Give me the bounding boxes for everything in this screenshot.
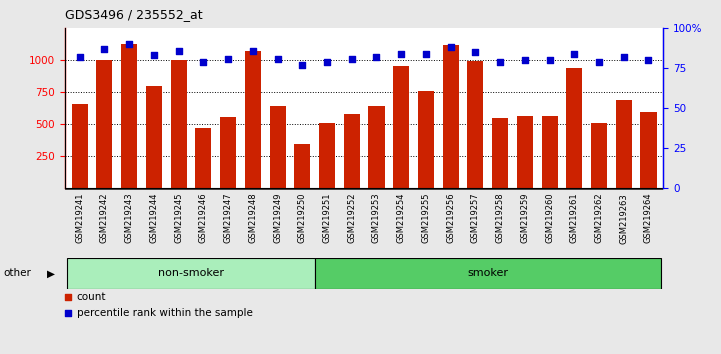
Bar [121,44,137,188]
Text: GSM219260: GSM219260 [545,193,554,244]
Bar [146,86,162,188]
Point [123,41,135,47]
Point [236,109,247,114]
Bar [97,59,112,188]
Point [222,56,234,62]
Text: percentile rank within the sample: percentile rank within the sample [77,308,253,318]
Text: non-smoker: non-smoker [158,268,224,279]
Text: GSM219254: GSM219254 [397,193,406,243]
Text: GSM219255: GSM219255 [422,193,430,243]
Bar [393,66,410,188]
Text: GSM219263: GSM219263 [619,193,628,244]
Text: GSM219250: GSM219250 [298,193,306,243]
Bar [67,258,314,289]
Point [74,54,86,60]
Text: smoker: smoker [467,268,508,279]
Text: GSM219251: GSM219251 [322,193,332,243]
Text: ▶: ▶ [47,268,55,279]
Point [296,62,308,68]
Text: GSM219248: GSM219248 [248,193,257,244]
Bar [616,100,632,188]
Point [346,56,358,62]
Point [198,59,209,65]
Bar [314,258,661,289]
Bar [467,61,483,188]
Text: GSM219252: GSM219252 [348,193,356,243]
Point [272,56,283,62]
Point [371,54,382,60]
Text: GSM219243: GSM219243 [125,193,133,244]
Point [642,57,654,63]
Bar [492,118,508,188]
Text: GSM219253: GSM219253 [372,193,381,244]
Bar [443,45,459,188]
Text: GSM219244: GSM219244 [149,193,159,243]
Point [322,59,333,65]
Text: GSM219262: GSM219262 [595,193,603,244]
Text: GSM219257: GSM219257 [471,193,480,244]
Bar [294,144,310,188]
Point [395,51,407,57]
Text: GSM219245: GSM219245 [174,193,183,243]
Point [618,54,629,60]
Text: GSM219242: GSM219242 [100,193,109,243]
Point [544,57,555,63]
Bar [71,103,88,188]
Bar [368,106,384,188]
Point [593,59,605,65]
Text: GSM219247: GSM219247 [224,193,233,244]
Text: other: other [4,268,32,279]
Point [569,51,580,57]
Point [420,51,432,57]
Text: GSM219246: GSM219246 [199,193,208,244]
Point [445,45,456,50]
Text: GDS3496 / 235552_at: GDS3496 / 235552_at [65,8,203,21]
Point [247,48,259,53]
Point [495,59,506,65]
Bar [195,129,211,188]
Text: GSM219261: GSM219261 [570,193,579,244]
Point [236,250,247,256]
Point [148,53,159,58]
Bar [517,116,533,188]
Bar [171,59,187,188]
Bar [344,114,360,188]
Point [99,46,110,52]
Text: GSM219258: GSM219258 [495,193,505,244]
Text: GSM219264: GSM219264 [644,193,653,244]
Text: GSM219249: GSM219249 [273,193,282,243]
Bar [591,122,607,188]
Bar [541,116,557,188]
Text: GSM219241: GSM219241 [75,193,84,243]
Point [173,48,185,53]
Bar [245,51,261,188]
Text: GSM219259: GSM219259 [521,193,529,243]
Bar [640,113,657,188]
Bar [270,106,286,188]
Text: GSM219256: GSM219256 [446,193,455,244]
Bar [566,68,583,188]
Bar [319,122,335,188]
Point [469,50,481,55]
Bar [220,117,236,188]
Point [519,57,531,63]
Bar [418,91,434,188]
Text: count: count [77,292,107,302]
